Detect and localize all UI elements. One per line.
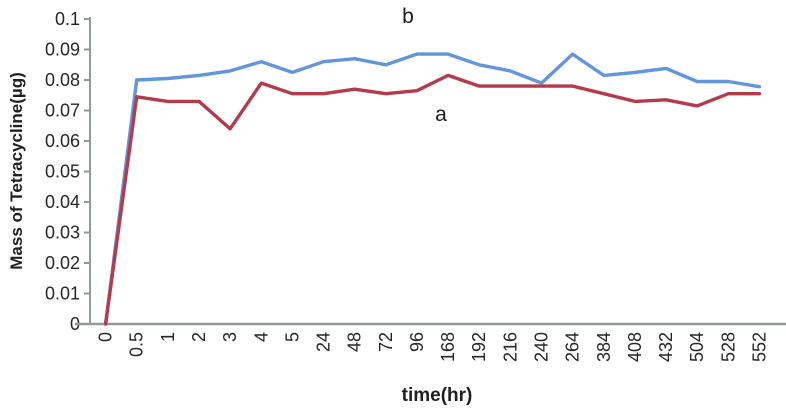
y-tick-label: 0.05: [45, 162, 80, 182]
x-tick-label: 5: [282, 332, 302, 342]
y-tick-label: 0.04: [45, 192, 80, 212]
x-tick-label: 384: [594, 332, 614, 362]
y-axis-title: Mass of Tetracycline(µg): [7, 72, 26, 269]
y-tick-label: 0.1: [55, 9, 80, 29]
y-tick-label: 0: [70, 314, 80, 334]
series-line-b: [103, 52, 762, 326]
x-axis-title: time(hr): [402, 385, 473, 406]
y-tick-label: 0.01: [45, 284, 80, 304]
x-tick-label: 4: [251, 332, 271, 342]
x-tick-label: 264: [563, 332, 583, 362]
x-tick-label: 432: [656, 332, 676, 362]
x-tick-label: 216: [500, 332, 520, 362]
y-tick-label: 0.02: [45, 253, 80, 273]
plot-area: 0 0.01 0.02 0.03 0.04 0.05 0.06 0.07 0.08 0.09 0.1…: [45, 5, 786, 362]
series-label-a: a: [435, 103, 447, 126]
x-tick-label: 552: [749, 332, 769, 362]
x-tick-label: 528: [718, 332, 738, 362]
x-tick-label: 48: [345, 332, 365, 352]
x-tick-label: 96: [407, 332, 427, 352]
x-tick-label: 1: [158, 332, 178, 342]
series-line-a: [103, 73, 762, 326]
y-tick-label: 0.07: [45, 101, 80, 121]
x-tick-label: 0: [96, 332, 116, 342]
x-tick-label: 0.5: [127, 332, 147, 357]
y-tick-label: 0.06: [45, 131, 80, 151]
y-tick-label: 0.08: [45, 70, 80, 90]
y-tick-label: 0.03: [45, 223, 80, 243]
series-label-b: b: [402, 5, 414, 28]
x-tick-label: 2: [189, 332, 209, 342]
x-tick-label: 168: [438, 332, 458, 362]
x-tick-label: 3: [220, 332, 240, 342]
x-tick-label: 408: [625, 332, 645, 362]
x-tick-label: 240: [531, 332, 551, 362]
y-tick-label: 0.09: [45, 40, 80, 60]
x-tick-label: 504: [687, 332, 707, 362]
x-tick-label: 24: [314, 332, 334, 352]
x-tick-label: 72: [376, 332, 396, 352]
x-tick-label: 192: [469, 332, 489, 362]
